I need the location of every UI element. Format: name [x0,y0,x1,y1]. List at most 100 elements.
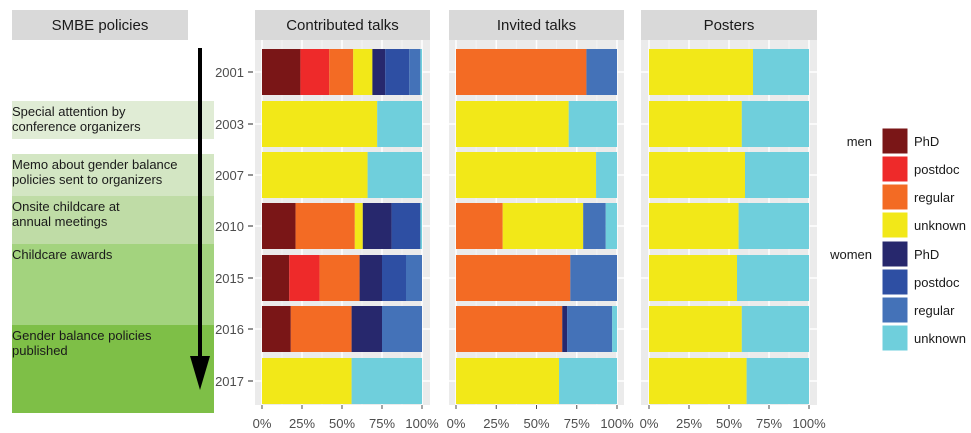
x-tick-label: 50% [716,416,742,431]
bar-segment-men-phd [262,306,291,352]
year-tick-label: 2010 [215,219,244,234]
x-tick-label: 75% [756,416,782,431]
bar-segment-women-unknown [741,101,809,147]
x-tick-label: 25% [676,416,702,431]
bar-segment-men-postdoc [289,255,320,301]
bar-segment-men-unknown [456,152,597,198]
policy-label: Gender balance policies published [12,328,152,358]
year-tick-label: 2001 [215,65,244,80]
bar-segment-men-regular [456,49,587,95]
bar-segment-men-unknown [649,203,739,249]
bar-segment-men-regular [456,255,571,301]
bar-segment-men-phd [262,203,296,249]
legend-swatch [881,155,909,183]
bar-segment-men-unknown [649,306,742,352]
legend-swatch [881,268,909,296]
year-tick-label: 2015 [215,271,244,286]
bar-segment-women-phd [351,306,382,352]
x-tick-label: 0% [253,416,272,431]
panel-title: Invited talks [497,17,576,34]
year-tick-label: 2017 [215,374,244,389]
year-axis: 2001 2003 2007 2010 2015 2016 2017 [215,65,253,389]
bar-segment-men-unknown [456,101,569,147]
legend-group-title: men [847,134,872,149]
bar-segment-women-postdoc [382,255,406,301]
x-tick-label: 0% [640,416,659,431]
bar-segment-women-regular [406,255,422,301]
bar-segment-women-unknown [745,152,809,198]
bar-segment-men-regular [290,306,352,352]
bar-segment-women-unknown [737,255,809,301]
bar-segment-men-unknown [262,152,368,198]
legend-group-title: women [829,247,872,262]
year-tick-label: 2016 [215,322,244,337]
bar-segment-women-unknown [420,203,422,249]
x-tick-label: 0% [447,416,466,431]
policy-label: Special attention by conference organizer… [12,104,141,134]
policy-label: Childcare awards [12,247,113,262]
bar-segment-men-regular [319,255,360,301]
legend-swatch [881,211,909,239]
bar-segment-women-unknown [351,358,422,404]
bar-segment-women-phd [362,203,392,249]
panel-strip [641,10,817,40]
legend-label: postdoc [914,162,960,177]
bar-segment-women-unknown [596,152,617,198]
x-tick-label: 100% [405,416,439,431]
timeline-arrow [190,48,210,390]
legend: men PhD postdoc regular unknown women PhD postd… [829,127,966,352]
panel-3: Posters 0% 25% 50% 75% 100% [640,10,826,431]
bar-segment-women-phd [562,306,568,352]
x-tick-label: 50% [329,416,355,431]
panel-2: Invited talks 0% 25% 50% 75% 100% [447,10,634,431]
x-tick-label: 100% [792,416,826,431]
x-tick-label: 75% [564,416,590,431]
panel-title: Posters [704,17,755,34]
bar-segment-women-postdoc [385,49,410,95]
arrowhead-icon [190,356,210,390]
x-tick-label: 25% [483,416,509,431]
bar-segment-men-phd [262,49,301,95]
bar-segment-women-phd [359,255,382,301]
bar-segment-men-regular [329,49,354,95]
panel-strip [449,10,624,40]
legend-label: regular [914,190,955,205]
bar-segment-men-unknown [649,49,753,95]
policy-box [12,325,214,413]
panel-title: Contributed talks [286,17,399,34]
legend-swatch [881,296,909,324]
year-tick-label: 2007 [215,168,244,183]
bar-segment-men-unknown [649,152,745,198]
legend-label: regular [914,303,955,318]
policies-header: SMBE policies [52,17,149,34]
bar-segment-women-regular [586,49,617,95]
bar-segment-women-regular [382,306,422,352]
legend-swatch [881,324,909,352]
policy-label: Memo about gender balance policies sent t… [12,157,178,187]
legend-label: unknown [914,331,966,346]
bar-segment-men-unknown [354,203,363,249]
bar-segment-men-unknown [649,358,747,404]
bar-segment-women-postdoc [391,203,421,249]
x-tick-label: 25% [289,416,315,431]
bar-segment-women-regular [409,49,421,95]
legend-swatch [881,183,909,211]
legend-label: unknown [914,218,966,233]
bar-segment-women-unknown [568,101,617,147]
bar-segment-men-phd [262,255,290,301]
panel-1: Contributed talks 0% 25% 50% 75% 100% [253,10,439,431]
bar-segment-men-unknown [649,101,742,147]
bar-segment-women-unknown [420,49,422,95]
policy-box [12,196,214,244]
x-tick-label: 50% [523,416,549,431]
bar-segment-men-unknown [262,358,352,404]
bar-segment-men-postdoc [300,49,330,95]
bar-segment-men-regular [295,203,355,249]
policy-box [12,244,214,325]
bar-segment-women-unknown [612,306,617,352]
legend-swatch [881,127,909,155]
bar-segment-men-unknown [456,358,560,404]
bar-segment-women-unknown [738,203,809,249]
bar-segment-women-unknown [559,358,617,404]
